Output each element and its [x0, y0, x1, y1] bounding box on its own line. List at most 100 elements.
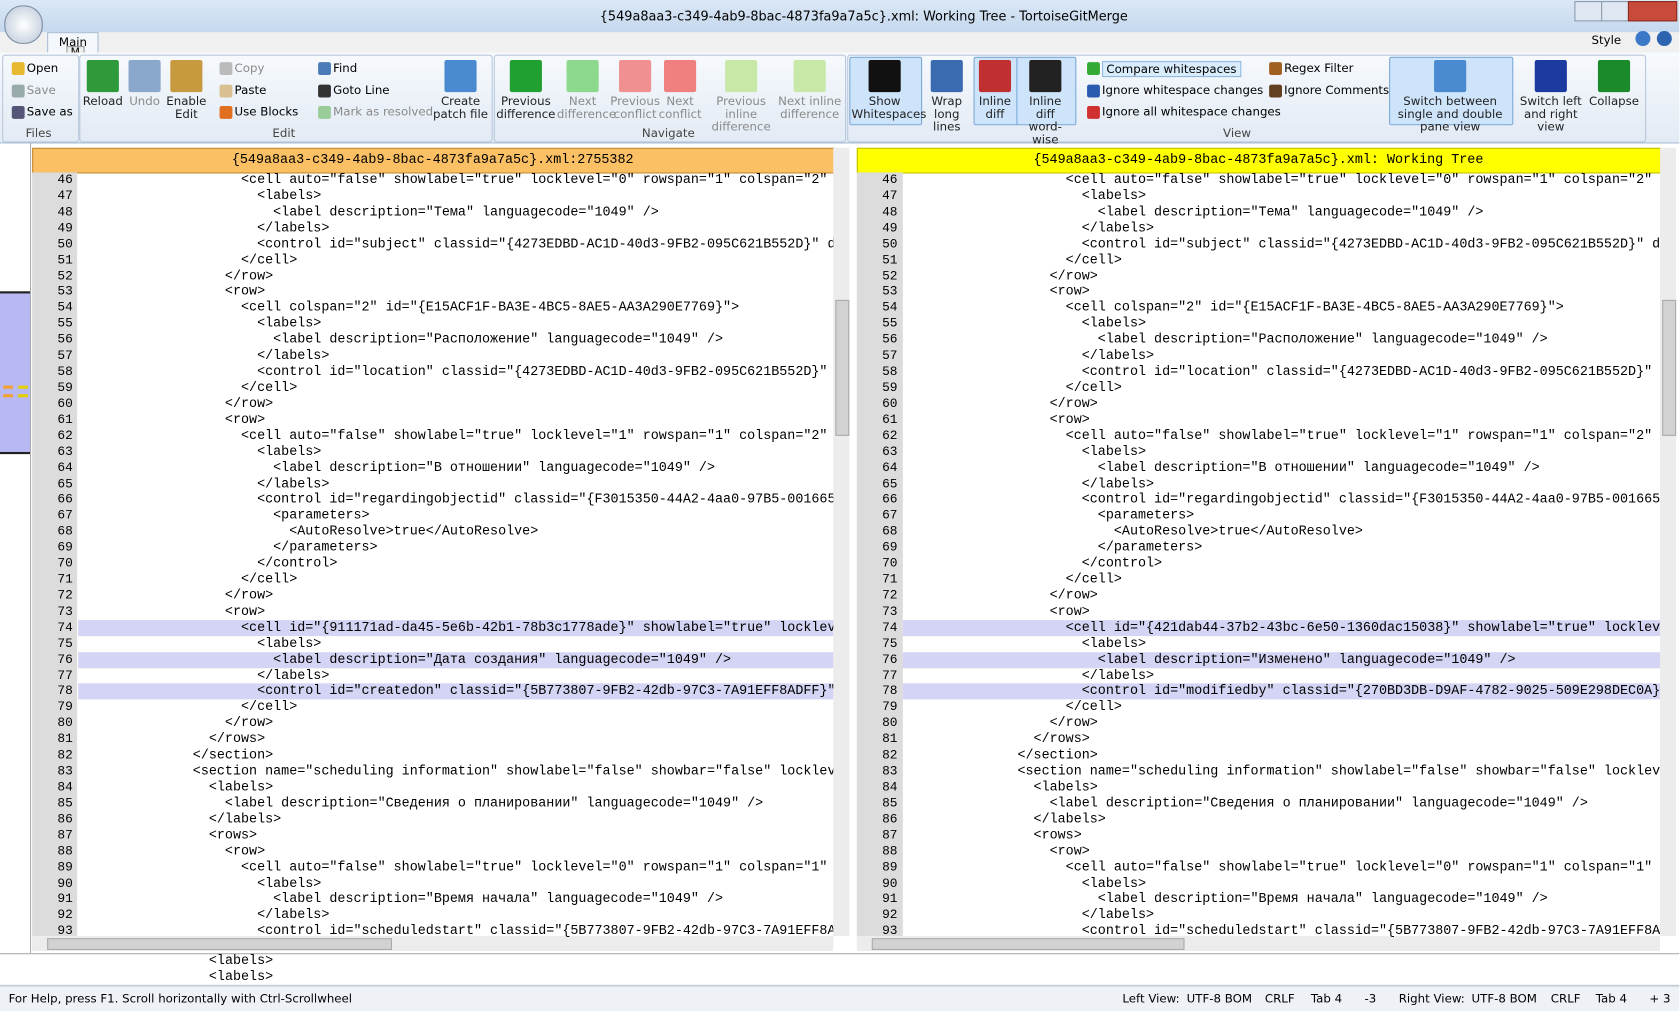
button-icon: [868, 59, 901, 93]
button-icon: [11, 84, 25, 98]
ribbon-button[interactable]: Create patch file: [433, 94, 489, 122]
status-item[interactable]: UTF-8 BOM: [1471, 991, 1537, 1006]
ribbon-button[interactable]: Wrap long lines: [931, 94, 963, 134]
code-line: </cell>: [80, 571, 298, 587]
code-line: <labels>: [904, 316, 1147, 332]
line-number: 83: [882, 763, 898, 779]
ribbon-button[interactable]: Compare whitespaces: [1102, 61, 1241, 78]
code-line: </row>: [904, 396, 1098, 412]
code-line: <cell colspan="2" id="{E15ACF1F-BA3E-4BC…: [80, 300, 740, 316]
ribbon-button[interactable]: Paste: [234, 83, 267, 98]
code-line: </row>: [904, 268, 1098, 284]
ribbon-button[interactable]: Copy: [234, 61, 265, 75]
code-line: </labels>: [904, 907, 1155, 923]
left-hscroll[interactable]: [32, 936, 834, 952]
line-number: 67: [882, 507, 898, 523]
ribbon-button[interactable]: Mark as resolved: [333, 104, 434, 119]
ribbon-button[interactable]: Reload: [82, 94, 123, 109]
line-number: 74: [57, 619, 73, 635]
line-number: 76: [57, 651, 73, 667]
line-number: 61: [882, 412, 898, 428]
left-vscroll[interactable]: [833, 147, 850, 937]
ribbon-button[interactable]: Ignore all whitespace changes: [1102, 104, 1281, 119]
right-header: [856, 147, 1663, 174]
line-number: 46: [57, 172, 73, 188]
ribbon-button[interactable]: Open: [26, 61, 59, 75]
status-item[interactable]: Tab 4: [1310, 991, 1343, 1006]
main-tab[interactable]: [47, 32, 99, 55]
line-number: 64: [882, 460, 898, 476]
maximize-button[interactable]: [1601, 1, 1629, 22]
line-number: 81: [882, 731, 898, 747]
ribbon-button[interactable]: Next inline difference: [778, 94, 842, 122]
tab-label[interactable]: Main: [58, 35, 88, 50]
minimize-button[interactable]: [1574, 1, 1603, 22]
ribbon-button[interactable]: Ignore Comments: [1284, 83, 1390, 98]
ribbon-button[interactable]: Switch between single and double pane vi…: [1397, 94, 1503, 134]
line-number: 65: [57, 476, 73, 492]
line-number: 84: [882, 779, 898, 795]
code-line: <AutoResolve>true</AutoResolve>: [80, 523, 539, 539]
right-hscroll[interactable]: [856, 936, 1661, 952]
line-number: 77: [57, 667, 73, 683]
button-icon: [1087, 106, 1100, 119]
line-number: 92: [882, 907, 898, 923]
ribbon-button[interactable]: Use Blocks: [234, 104, 299, 119]
location-viewport: [0, 291, 30, 455]
code-line: </labels>: [80, 811, 282, 827]
ribbon-button[interactable]: Previous difference: [496, 94, 556, 122]
right-vscroll[interactable]: [1660, 147, 1677, 937]
code-line: <labels>: [80, 444, 322, 460]
style-menu[interactable]: Style: [1591, 33, 1622, 48]
code-line: <control id="regardingobjectid" classid=…: [904, 492, 1661, 508]
code-line: <row>: [80, 843, 266, 859]
button-icon: [1534, 59, 1567, 93]
code-line: </parameters>: [904, 539, 1203, 555]
ribbon-button[interactable]: Enable Edit: [166, 94, 207, 122]
code-line: </labels>: [80, 220, 330, 236]
line-number: 67: [57, 507, 73, 523]
ribbon-button[interactable]: Previous inline difference: [711, 94, 771, 134]
code-line: <labels>: [80, 779, 274, 795]
code-line: </control>: [904, 555, 1163, 571]
ribbon-button[interactable]: Regex Filter: [1284, 61, 1354, 75]
line-number: 88: [57, 843, 73, 859]
ribbon-button[interactable]: Show Whitespaces: [851, 94, 927, 122]
code-line: <label description="Сведения о планирова…: [904, 795, 1588, 811]
line-number: 47: [882, 188, 898, 204]
help-icon[interactable]: [1635, 31, 1651, 47]
ribbon-button[interactable]: Inline diff word-wise: [1028, 94, 1062, 147]
ribbon-button[interactable]: Next conflict: [658, 94, 702, 122]
ribbon-button[interactable]: Collapse: [1588, 94, 1640, 109]
right-gutter: [856, 172, 903, 937]
line-number: 49: [57, 220, 73, 236]
status-item[interactable]: UTF-8 BOM: [1186, 991, 1253, 1006]
line-number: 62: [57, 428, 73, 444]
ribbon-button[interactable]: Inline diff: [978, 94, 1012, 122]
status-item[interactable]: CRLF: [1550, 991, 1581, 1006]
ribbon-button[interactable]: Find: [333, 61, 358, 75]
status-item: Left View:: [1122, 991, 1180, 1006]
line-number: 90: [57, 875, 73, 891]
ribbon-button[interactable]: Switch left and right view: [1519, 94, 1582, 134]
line-number: 91: [882, 891, 898, 907]
ribbon-button[interactable]: Ignore whitespace changes: [1102, 83, 1264, 98]
status-item[interactable]: CRLF: [1264, 991, 1295, 1006]
ribbon-button[interactable]: Previous conflict: [610, 94, 661, 122]
code-line: <control id="regardingobjectid" classid=…: [80, 492, 834, 508]
ribbon-button[interactable]: Save: [26, 83, 56, 98]
ribbon-button[interactable]: Next difference: [556, 94, 617, 122]
close-button[interactable]: [1627, 1, 1678, 22]
ribbon-button[interactable]: Undo: [129, 94, 160, 109]
ribbon-button[interactable]: Goto Line: [333, 83, 390, 98]
code-line: <parameters>: [80, 507, 370, 523]
app-button[interactable]: [4, 5, 43, 44]
status-item[interactable]: Tab 4: [1595, 991, 1627, 1006]
button-icon: [128, 59, 161, 93]
status-item: -3: [1364, 991, 1377, 1006]
button-icon: [170, 59, 203, 93]
about-icon[interactable]: [1656, 31, 1672, 47]
ribbon-button[interactable]: Save as: [26, 104, 73, 119]
code-line: <row>: [80, 603, 266, 619]
left-title: {549a8aa3-c349-4ab9-8bac-4873fa9a7a5c}.x…: [231, 152, 634, 168]
